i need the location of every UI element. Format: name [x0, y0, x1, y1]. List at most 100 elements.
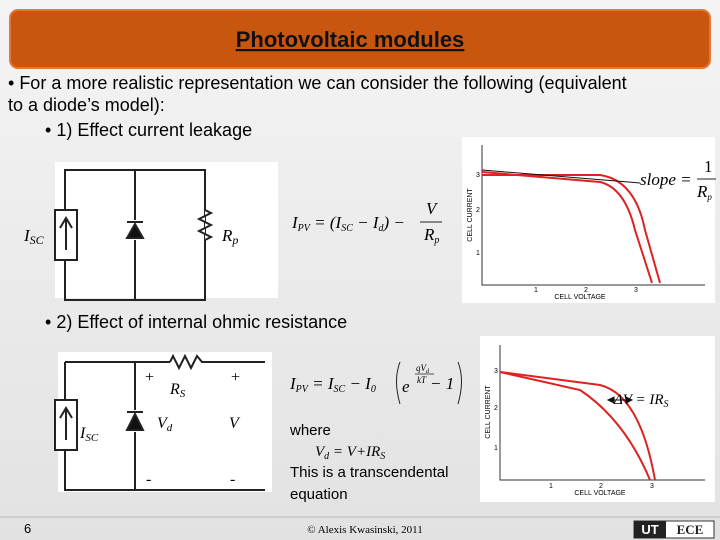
shape — [606, 396, 634, 404]
shape — [462, 137, 715, 303]
bracket — [396, 361, 462, 405]
tick-label: 3 — [634, 287, 638, 294]
text-part: = (I — [310, 213, 343, 232]
shape — [481, 145, 705, 286]
text-part: PV — [297, 223, 312, 234]
page-number: 6 — [24, 521, 31, 536]
formula: qVd — [416, 363, 430, 375]
circuit-label: Rp — [221, 226, 238, 247]
text-part: 0 — [371, 384, 376, 395]
logo-mark — [634, 521, 666, 538]
tick-label: 1 — [476, 250, 480, 257]
text-part: − I — [345, 374, 372, 393]
formula: − 1 — [430, 374, 454, 393]
text-part: qV — [416, 363, 428, 373]
where-equation: Vd = V+IRS — [315, 444, 385, 462]
formula-2: IPV = ISC − I0 e qVd kT − 1 — [289, 361, 462, 405]
axis-label: CELL VOLTAGE — [554, 294, 606, 301]
text-part: p — [231, 233, 238, 247]
shape — [125, 411, 145, 431]
tick-label: 1 — [534, 287, 538, 294]
tick-label: 2 — [494, 405, 498, 412]
title: Photovoltaic modules — [236, 27, 465, 52]
text-part: SC — [85, 432, 99, 444]
logo-text: UT — [641, 522, 658, 537]
formula: V — [426, 199, 439, 218]
circuit-label: RS — [169, 381, 186, 400]
graph-1: CELL CURRENT CELL VOLTAGE 1 2 3 1 2 3 sl… — [462, 137, 716, 303]
text-part: R — [169, 381, 180, 398]
tick-label: 3 — [650, 483, 654, 490]
text-part: − I — [353, 213, 380, 232]
text-part: d — [379, 223, 385, 234]
circuit-2-labels: + + RS ISC Vd V - - — [79, 369, 241, 488]
text-part: d — [324, 451, 330, 462]
shape — [58, 352, 272, 492]
text-part: = I — [308, 374, 335, 393]
axis-label: CELL CURRENT — [467, 188, 474, 242]
text-part: PV — [295, 384, 310, 395]
text-part: p — [706, 192, 712, 202]
note: This is a transcendental — [290, 464, 448, 481]
note: equation — [290, 486, 348, 503]
tick-label: 2 — [584, 287, 588, 294]
shape — [499, 371, 651, 481]
shape — [125, 170, 145, 300]
tick-label: 2 — [599, 483, 603, 490]
circuit-label: + — [145, 369, 154, 386]
shape — [481, 169, 641, 184]
text-part: d — [167, 422, 173, 434]
tick-label: 2 — [476, 207, 480, 214]
annotation: Rp — [696, 182, 712, 202]
circuit-1 — [54, 162, 278, 301]
formula: Rp — [423, 225, 439, 246]
annotation: ΔV = IRS — [613, 392, 668, 410]
text-part: S — [380, 451, 385, 462]
circuit-label: ISC — [23, 226, 45, 247]
tick-label: 3 — [494, 368, 498, 375]
formula-1: IPV = (ISC − Id) − V Rp — [291, 199, 442, 246]
circuit-label: V — [229, 415, 241, 432]
circuit-label: - — [230, 471, 235, 488]
logo-text: ECE — [677, 522, 704, 537]
annotation: 1 — [704, 157, 713, 176]
shape — [59, 406, 73, 440]
text-part: V — [315, 444, 326, 460]
tick-label: 3 — [476, 172, 480, 179]
text-part: SC — [334, 384, 346, 395]
text-part: R — [696, 182, 708, 201]
text-part: I — [291, 213, 299, 232]
text-part: R — [423, 225, 435, 244]
copyright: © Alexis Kwasinski, 2011 — [307, 524, 423, 536]
text-part: = V+IR — [329, 444, 380, 460]
shape — [499, 371, 656, 481]
shape — [499, 345, 705, 481]
graph-2: CELL CURRENT CELL VOLTAGE 1 2 3 1 2 3 ΔV… — [480, 336, 715, 502]
text-part: 1) Effect current leakage — [56, 120, 252, 140]
text-part: p — [433, 235, 439, 246]
tick-label: 1 — [494, 445, 498, 452]
circuit-label: Vd — [157, 415, 173, 434]
where-label: where — [289, 422, 331, 439]
text-part: I — [23, 226, 31, 245]
text-part: SC — [30, 233, 45, 247]
text-part: R — [221, 226, 233, 245]
formula: IPV = (ISC − Id) − — [291, 213, 405, 234]
text-part: For a more realistic representation we c… — [19, 73, 626, 93]
text-part: I — [79, 425, 86, 442]
shape — [59, 216, 73, 250]
text-part: ) − — [383, 213, 405, 232]
shape — [480, 336, 715, 502]
text-part: d — [426, 369, 430, 375]
axis-label: CELL CURRENT — [485, 385, 492, 439]
shape — [481, 171, 653, 284]
text-part: SC — [341, 223, 353, 234]
title-bar — [9, 9, 711, 69]
text-part: V — [157, 415, 169, 432]
circuit-label: - — [146, 471, 151, 488]
circuit-2 — [54, 352, 272, 492]
sub-bullet: • 2) Effect of internal ohmic resistance — [45, 312, 347, 332]
circuit-label: + — [231, 369, 240, 386]
shape — [196, 209, 214, 241]
